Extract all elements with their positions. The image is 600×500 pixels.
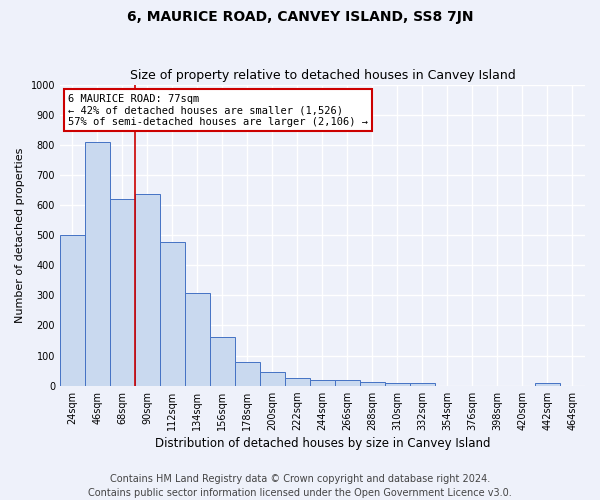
Text: 6 MAURICE ROAD: 77sqm
← 42% of detached houses are smaller (1,526)
57% of semi-d: 6 MAURICE ROAD: 77sqm ← 42% of detached … <box>68 94 368 127</box>
Bar <box>210 336 235 386</box>
Bar <box>410 384 435 386</box>
Bar <box>285 378 310 386</box>
Bar <box>310 380 335 386</box>
Y-axis label: Number of detached properties: Number of detached properties <box>15 148 25 323</box>
Text: 6, MAURICE ROAD, CANVEY ISLAND, SS8 7JN: 6, MAURICE ROAD, CANVEY ISLAND, SS8 7JN <box>127 10 473 24</box>
Bar <box>185 293 210 386</box>
Bar <box>160 242 185 386</box>
Bar <box>235 362 260 386</box>
Title: Size of property relative to detached houses in Canvey Island: Size of property relative to detached ho… <box>130 69 515 82</box>
Bar <box>360 382 385 386</box>
Bar <box>110 199 135 386</box>
Bar <box>85 142 110 386</box>
Text: Contains HM Land Registry data © Crown copyright and database right 2024.
Contai: Contains HM Land Registry data © Crown c… <box>88 474 512 498</box>
Bar <box>385 382 410 386</box>
Bar <box>335 380 360 386</box>
X-axis label: Distribution of detached houses by size in Canvey Island: Distribution of detached houses by size … <box>155 437 490 450</box>
Bar <box>60 235 85 386</box>
Bar <box>260 372 285 386</box>
Bar <box>135 194 160 386</box>
Bar <box>535 382 560 386</box>
